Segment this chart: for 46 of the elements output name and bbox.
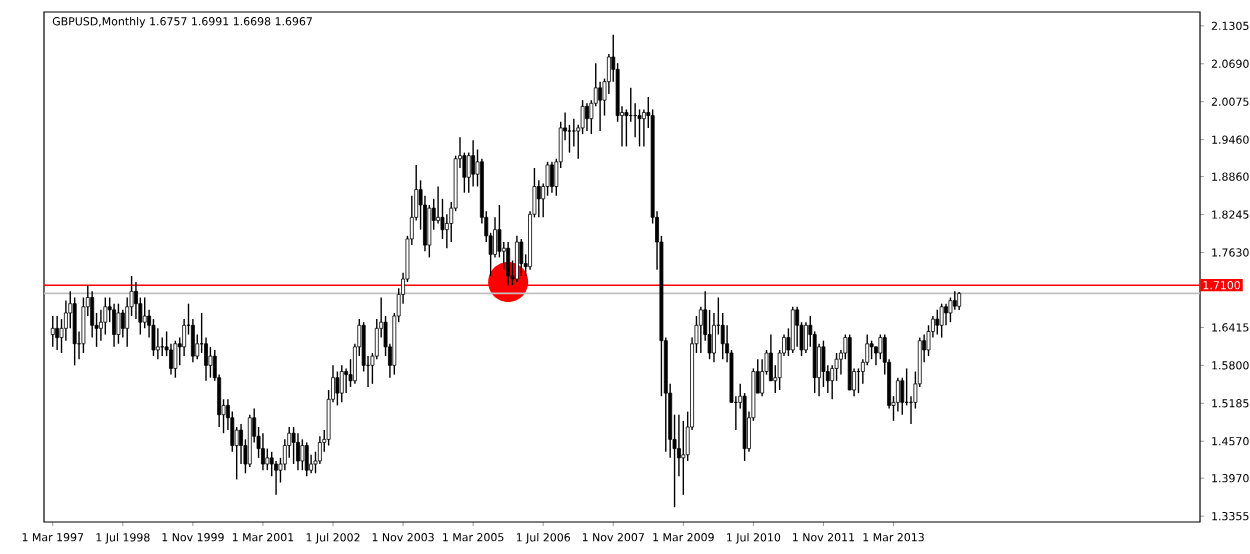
candlestick <box>103 296 108 336</box>
candlestick <box>795 306 800 348</box>
candlestick <box>514 235 519 283</box>
candlestick <box>681 420 686 496</box>
candlestick <box>304 441 309 478</box>
candlestick <box>895 376 900 413</box>
candlestick <box>957 291 962 311</box>
candlestick <box>90 290 95 339</box>
candlestick <box>335 370 340 407</box>
candlestick <box>291 426 296 465</box>
candlestick <box>142 296 147 330</box>
candlestick <box>760 358 765 397</box>
candlestick <box>55 315 60 351</box>
candlestick <box>317 435 322 465</box>
candlestick <box>208 346 213 379</box>
candlestick <box>869 339 874 360</box>
candlestick <box>427 204 432 259</box>
candlestick <box>550 161 554 194</box>
candlestick <box>506 241 511 286</box>
candlestick <box>50 315 55 348</box>
candlestick <box>160 336 165 357</box>
candlestick <box>247 414 252 468</box>
candlestick <box>116 302 121 345</box>
candlestick <box>585 102 589 132</box>
candlestick <box>926 324 931 357</box>
candlestick <box>637 108 642 148</box>
candlestick <box>155 327 160 360</box>
candlestick <box>296 432 300 471</box>
candlestick <box>900 376 905 416</box>
candlestick <box>344 367 349 394</box>
candlestick <box>274 460 279 496</box>
candlestick <box>519 238 524 277</box>
candlestick <box>803 321 808 354</box>
candlestick <box>339 364 344 404</box>
candlestick <box>790 306 795 354</box>
candlestick <box>151 318 156 357</box>
candlestick <box>939 302 944 339</box>
candlestick <box>261 432 265 471</box>
candlestick <box>821 339 826 388</box>
candlestick <box>471 139 476 188</box>
candlestick <box>112 302 116 348</box>
candlestick <box>300 438 305 471</box>
candlestick <box>948 296 953 323</box>
candlestick <box>173 339 178 379</box>
candlestick <box>935 309 940 336</box>
candlestick <box>72 296 77 367</box>
